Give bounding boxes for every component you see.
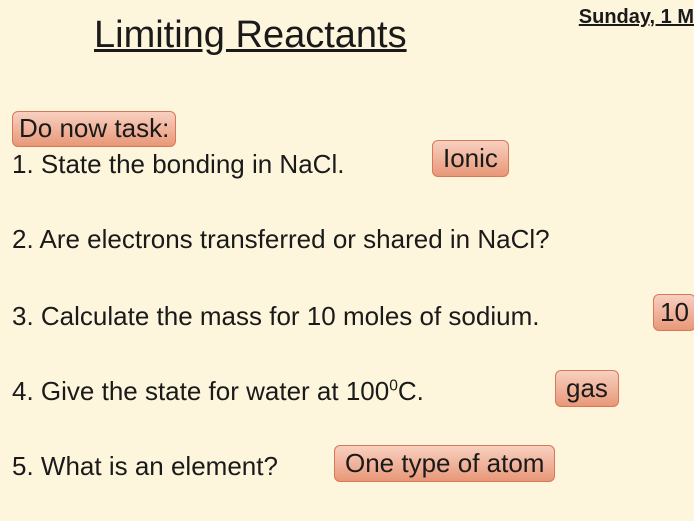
question-3: 3. Calculate the mass for 10 moles of so… xyxy=(12,301,539,332)
question-4-post: C. xyxy=(398,376,424,406)
question-4-sup: 0 xyxy=(389,377,398,394)
question-4: 4. Give the state for water at 1000C. xyxy=(12,376,424,407)
question-4-pre: 4. Give the state for water at 100 xyxy=(12,376,389,406)
answer-1: Ionic xyxy=(432,140,509,177)
task-label: Do now task: xyxy=(12,111,176,147)
answer-3: 10 xyxy=(653,294,694,331)
date-text: Sunday, 1 M xyxy=(579,6,694,29)
question-2: 2. Are electrons transferred or shared i… xyxy=(12,224,550,255)
answer-5: One type of atom xyxy=(334,445,555,482)
page-title: Limiting Reactants xyxy=(94,14,407,57)
question-1: 1. State the bonding in NaCl. xyxy=(12,149,344,180)
question-5: 5. What is an element? xyxy=(12,451,278,482)
answer-4: gas xyxy=(555,370,619,407)
